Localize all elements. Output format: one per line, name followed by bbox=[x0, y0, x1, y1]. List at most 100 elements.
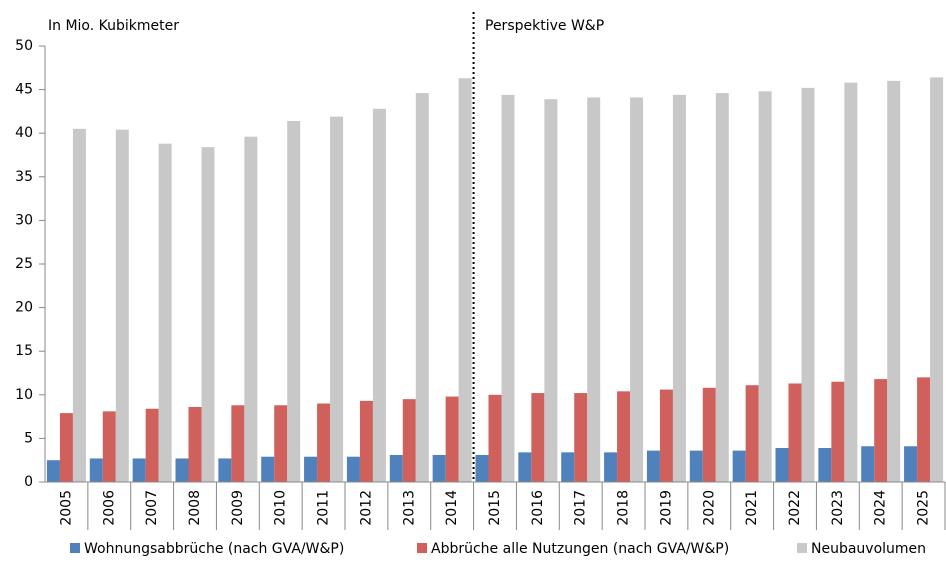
bar bbox=[274, 405, 288, 482]
y-tick-label: 30 bbox=[15, 212, 33, 228]
x-tick-label: 2020 bbox=[701, 490, 717, 526]
bar bbox=[646, 450, 660, 482]
y-tick-label: 50 bbox=[15, 38, 33, 54]
bar bbox=[788, 383, 802, 482]
x-tick-label: 2006 bbox=[101, 490, 117, 526]
bar bbox=[475, 454, 489, 482]
x-tick-label: 2012 bbox=[358, 490, 374, 526]
bar bbox=[287, 120, 301, 482]
bar bbox=[544, 99, 558, 482]
bar bbox=[231, 405, 245, 482]
legend-swatch bbox=[70, 543, 80, 553]
bar bbox=[745, 385, 759, 482]
x-tick-label: 2019 bbox=[658, 490, 674, 526]
bar bbox=[346, 456, 360, 482]
bar bbox=[587, 97, 601, 482]
bar bbox=[801, 87, 815, 482]
bar bbox=[304, 456, 318, 482]
unit-annotation: In Mio. Kubikmeter bbox=[48, 18, 179, 34]
bar bbox=[175, 458, 189, 482]
x-tick-label: 2023 bbox=[830, 490, 846, 526]
bar bbox=[145, 408, 159, 482]
bar bbox=[732, 450, 746, 482]
bar bbox=[359, 400, 373, 482]
y-tick-label: 0 bbox=[24, 474, 33, 490]
legend-swatch bbox=[797, 543, 807, 553]
x-tick-label: 2017 bbox=[573, 490, 589, 526]
bar bbox=[904, 446, 918, 482]
bar bbox=[261, 456, 275, 482]
forecast-annotation: Perspektive W&P bbox=[485, 18, 604, 34]
bar bbox=[887, 80, 901, 482]
bar bbox=[775, 447, 789, 482]
bar bbox=[861, 446, 875, 482]
x-tick-label: 2010 bbox=[273, 490, 289, 526]
bar bbox=[604, 452, 618, 482]
x-tick-label: 2011 bbox=[316, 490, 332, 526]
bar bbox=[630, 97, 644, 482]
bar bbox=[659, 389, 673, 482]
bar bbox=[158, 143, 172, 482]
bar bbox=[372, 108, 386, 482]
y-tick-label: 5 bbox=[24, 430, 33, 446]
x-tick-label: 2024 bbox=[873, 490, 889, 526]
bar bbox=[188, 407, 202, 482]
x-tick-label: 2008 bbox=[187, 490, 203, 526]
bar bbox=[844, 82, 858, 483]
y-tick-label: 25 bbox=[15, 256, 33, 272]
x-tick-label: 2007 bbox=[144, 490, 160, 526]
bar bbox=[874, 379, 888, 482]
x-tick-label: 2016 bbox=[530, 490, 546, 526]
legend-swatch bbox=[417, 543, 427, 553]
y-tick-label: 35 bbox=[15, 169, 33, 185]
bar bbox=[46, 460, 60, 482]
bar bbox=[689, 450, 703, 482]
x-tick-label: 2014 bbox=[444, 490, 460, 526]
bar bbox=[518, 452, 532, 482]
bar bbox=[201, 147, 215, 483]
x-tick-label: 2021 bbox=[744, 490, 760, 526]
y-tick-label: 15 bbox=[15, 343, 33, 359]
x-tick-label: 2018 bbox=[616, 490, 632, 526]
bar bbox=[831, 381, 845, 482]
x-tick-label: 2009 bbox=[230, 490, 246, 526]
bar bbox=[72, 128, 86, 482]
bar bbox=[488, 394, 502, 482]
bar bbox=[445, 396, 459, 482]
bar bbox=[917, 377, 931, 482]
bar bbox=[715, 93, 729, 482]
legend-label: Abbrüche alle Nutzungen (nach GVA/W&P) bbox=[431, 541, 729, 557]
y-tick-label: 45 bbox=[15, 82, 33, 98]
bar bbox=[132, 458, 146, 482]
x-tick-label: 2025 bbox=[916, 490, 932, 526]
y-tick-label: 20 bbox=[15, 300, 33, 316]
bar bbox=[244, 136, 258, 483]
bar bbox=[115, 129, 129, 482]
bar bbox=[317, 403, 331, 482]
bar bbox=[758, 91, 772, 483]
bar bbox=[218, 458, 232, 482]
x-tick-label: 2022 bbox=[787, 490, 803, 526]
bar bbox=[102, 411, 116, 482]
bar bbox=[389, 454, 403, 482]
legend-label: Neubauvolumen bbox=[811, 541, 926, 557]
bar bbox=[415, 93, 429, 482]
bar bbox=[672, 94, 686, 482]
bar bbox=[531, 393, 545, 482]
bar bbox=[402, 399, 416, 482]
bar bbox=[501, 94, 515, 482]
bar bbox=[617, 391, 631, 482]
bar bbox=[330, 116, 344, 482]
legend-label: Wohnungsabbrüche (nach GVA/W&P) bbox=[84, 541, 344, 557]
bar bbox=[930, 77, 944, 482]
bar bbox=[432, 454, 446, 482]
bar bbox=[574, 393, 588, 482]
bar bbox=[89, 458, 103, 482]
bar bbox=[561, 452, 575, 482]
x-tick-label: 2015 bbox=[487, 490, 503, 526]
y-tick-label: 40 bbox=[15, 125, 33, 141]
x-tick-label: 2013 bbox=[401, 490, 417, 526]
bar bbox=[818, 447, 832, 482]
bar bbox=[702, 387, 716, 482]
